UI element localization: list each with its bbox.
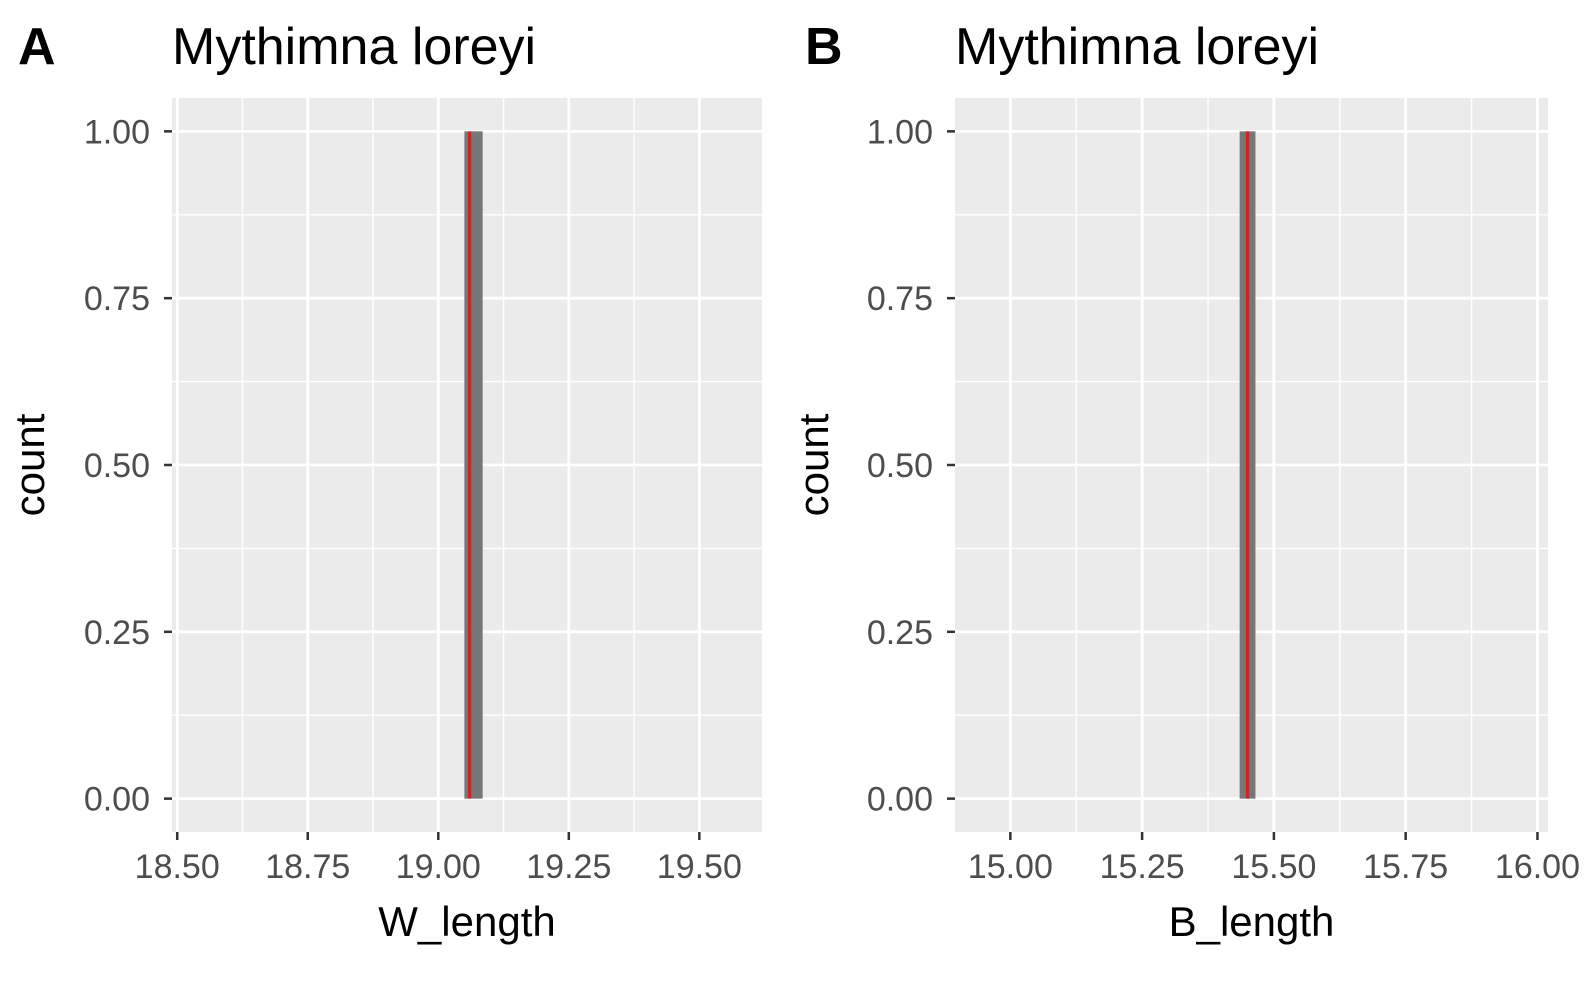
x-tick-label: 15.75 bbox=[1363, 848, 1448, 886]
x-tick-label: 15.25 bbox=[1100, 848, 1185, 886]
x-tick-label: 16.00 bbox=[1495, 848, 1580, 886]
y-axis-title: count bbox=[6, 413, 53, 516]
plot-title: Mythimna loreyi bbox=[955, 18, 1319, 76]
y-tick-label: 0.00 bbox=[84, 781, 150, 819]
x-tick-label: 19.00 bbox=[396, 848, 481, 886]
y-tick-label: 0.25 bbox=[84, 614, 150, 652]
panel-letter: A bbox=[18, 18, 56, 76]
x-tick-label: 18.50 bbox=[135, 848, 220, 886]
x-tick-label: 19.50 bbox=[657, 848, 742, 886]
x-tick-label: 15.50 bbox=[1231, 848, 1316, 886]
y-tick-label: 0.50 bbox=[84, 447, 150, 485]
x-tick-label: 18.75 bbox=[265, 848, 350, 886]
histogram-bar bbox=[464, 131, 483, 799]
x-axis-title: B_length bbox=[1169, 898, 1335, 945]
y-tick-label: 1.00 bbox=[84, 113, 150, 151]
panel-letter: B bbox=[805, 18, 843, 76]
x-tick-label: 19.25 bbox=[526, 848, 611, 886]
y-tick-label: 0.25 bbox=[867, 614, 933, 652]
y-tick-label: 0.00 bbox=[867, 781, 933, 819]
y-tick-label: 1.00 bbox=[867, 113, 933, 151]
y-axis-title: count bbox=[790, 413, 837, 516]
y-tick-label: 0.50 bbox=[867, 447, 933, 485]
x-axis-title: W_length bbox=[378, 898, 555, 945]
plot-title: Mythimna loreyi bbox=[172, 18, 536, 76]
panel-b: B Mythimna loreyi 0.00 0.25 0.50 0.75 1.00 15.0… bbox=[790, 18, 1580, 945]
y-tick-label: 0.75 bbox=[84, 280, 150, 318]
panel-a: A Mythimna loreyi 0.00 0.25 0.50 0.75 1.00 18.5… bbox=[6, 18, 762, 945]
y-tick-label: 0.75 bbox=[867, 280, 933, 318]
x-tick-label: 15.00 bbox=[968, 848, 1053, 886]
